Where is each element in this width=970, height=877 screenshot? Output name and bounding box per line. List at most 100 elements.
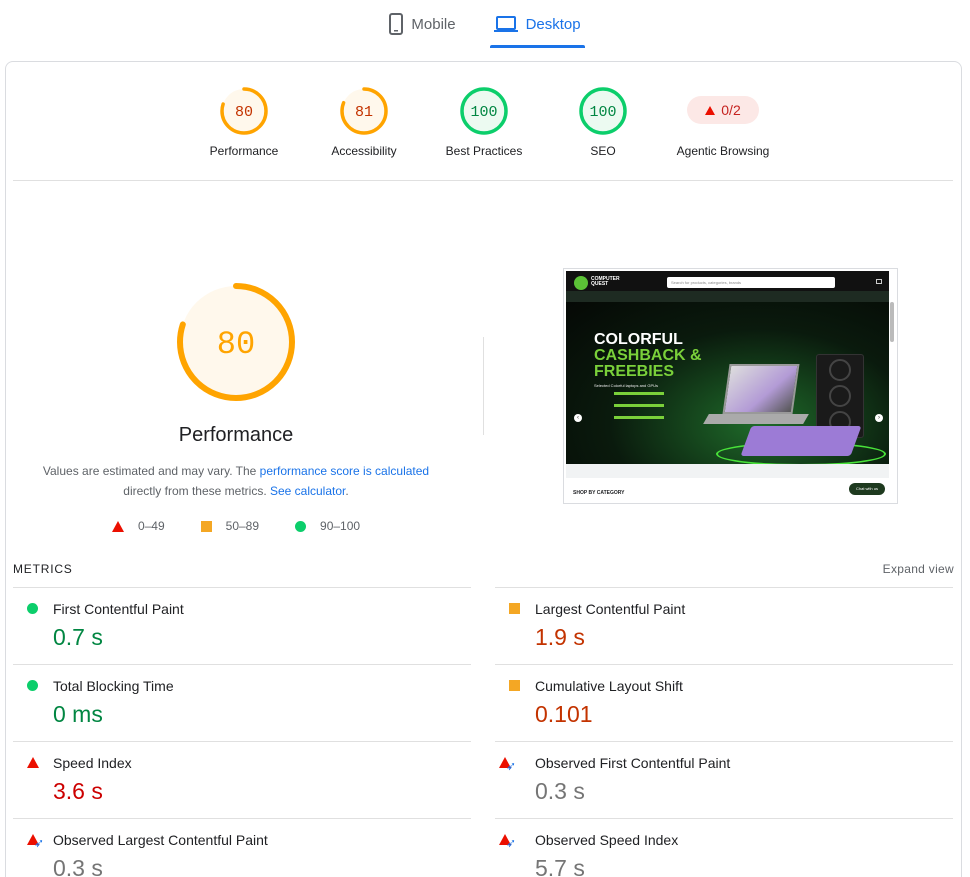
thumb-search: Search for products, categories, brands [667,277,835,288]
metric-value: 0 ms [53,701,103,727]
gauge-performance-label: Performance [209,144,279,158]
desc-text-3: . [345,484,349,498]
final-screenshot[interactable]: COMPUTER QUEST Search for products, categ… [563,268,898,504]
metric-name: Cumulative Layout Shift [535,678,683,694]
gauge-agentic-browsing[interactable]: 0/2 Agentic Browsing [663,86,783,158]
thumb-chat-button: Chat with us [849,483,885,495]
metric-name: Speed Index [53,755,132,771]
metrics-header: METRICS Expand view [13,562,954,584]
metric-speed-index: Speed Index 3.6 s [13,741,471,818]
metrics-title: METRICS [13,562,73,576]
thumb-scrollbar [890,302,894,342]
average-square-icon [509,680,520,691]
thumb-nav: Laptops Desktops Monitors Gaming Printer… [566,291,889,322]
thumb-shop-category: SHOP BY CATEGORY [573,490,625,496]
expand-view-toggle[interactable]: Expand view [882,562,954,576]
performance-title: Performance [178,424,294,446]
desc-text-1: Values are estimated and may vary. The [42,464,260,478]
legend-average-range: 50–89 [225,519,260,533]
gauge-best-practices-label: Best Practices [445,144,523,158]
gauge-seo-ring: 100 [579,87,627,135]
legend-fail: 0–49 [111,519,165,533]
metric-value: 0.3 s [53,855,103,877]
thumb-logo-icon [574,276,588,290]
pass-circle-icon [27,680,38,691]
gauge-accessibility[interactable]: 81 Accessibility [304,86,424,158]
gauge-best-practices-ring: 100 [460,87,508,135]
metric-name: Observed First Contentful Paint [535,755,731,771]
laptop-base-image [703,414,809,424]
gauge-accessibility-ring: 81 [340,87,388,135]
svg-text:81: 81 [355,104,373,121]
svg-text:100: 100 [589,104,616,121]
legend-average: 50–89 [200,519,260,533]
gauge-accessibility-label: Accessibility [331,144,397,158]
tab-mobile-label: Mobile [411,15,456,33]
metric-cls: Cumulative Layout Shift 0.101 [495,664,953,741]
observed-rocket-icon: ➶ [27,834,49,850]
metric-tbt: Total Blocking Time 0 ms [13,664,471,741]
performance-score-link[interactable]: performance score is calculated [259,464,430,478]
metric-fcp: First Contentful Paint 0.7 s [13,587,471,664]
hero-promo-lines [594,392,684,428]
legend-fail-range: 0–49 [137,519,165,533]
desc-text-2: directly from these metrics. [123,484,270,498]
tab-desktop[interactable]: Desktop [489,0,585,48]
performance-description: Values are estimated and may vary. The p… [26,461,446,501]
metric-value: 5.7 s [535,855,585,877]
metric-name: First Contentful Paint [53,601,184,617]
metric-observed-fcp: ➶ Observed First Contentful Paint 0.3 s [495,741,953,818]
gauge-seo[interactable]: 100 SEO [543,86,663,158]
score-summary: 80 Performance 81 Accessibility 100 Best… [6,86,961,186]
metric-observed-speed-index: ➶ Observed Speed Index 5.7 s [495,818,953,877]
circle-icon [295,520,307,532]
thumb-header: COMPUTER QUEST Search for products, categ… [566,271,889,291]
legend-pass-range: 90–100 [320,519,361,533]
fail-triangle-icon [705,105,716,115]
tab-mobile[interactable]: Mobile [385,0,459,48]
thumb-hero: COLORFUL CASHBACK & FREEBIES Selected Co… [566,302,889,466]
metric-value: 0.3 s [535,778,585,804]
see-calculator-link[interactable]: See calculator [269,484,346,498]
metric-lcp: Largest Contentful Paint 1.9 s [495,587,953,664]
gauge-performance[interactable]: 80 Performance [184,86,304,158]
metric-value: 3.6 s [53,778,103,804]
svg-text:100: 100 [470,104,497,121]
performance-detail: 80 Performance Values are estimated and … [26,280,446,533]
thumb-logo-text: COMPUTER QUEST [591,276,620,287]
device-tabs: Mobile Desktop [0,0,970,56]
pass-circle-icon [27,603,38,614]
vertical-divider [483,337,484,435]
metric-name: Largest Contentful Paint [535,601,686,617]
fail-triangle-icon [27,757,39,768]
average-square-icon [509,603,520,614]
tab-desktop-label: Desktop [525,15,581,33]
hero-line-2: CASHBACK & [594,347,702,364]
hero-line-3: FREEBIES [594,363,675,380]
metric-observed-lcp: ➶ Observed Largest Contentful Paint 0.3 … [13,818,471,877]
metric-name: Total Blocking Time [53,678,174,694]
gauge-best-practices[interactable]: 100 Best Practices [424,86,544,158]
triangle-icon [111,520,124,532]
thumb-cart-icon [876,279,882,284]
svg-text:80: 80 [235,104,253,121]
laptop-image [722,364,800,414]
metric-name: Observed Speed Index [535,832,679,848]
hero-subtitle: Selected Colorful laptops and GPUs [594,383,659,388]
gauge-agentic-browsing-label: Agentic Browsing [676,144,770,158]
gauge-seo-label: SEO [590,144,616,158]
metric-value: 1.9 s [535,624,585,650]
score-legend: 0–49 50–89 90–100 [26,519,446,533]
carousel-next-icon: › [875,414,883,422]
hero-line-1: COLORFUL [594,331,683,348]
observed-rocket-icon: ➶ [499,757,521,773]
observed-rocket-icon: ➶ [499,834,521,850]
legend-pass: 90–100 [295,519,360,533]
laptop-icon [493,15,518,33]
report-card: 80 Performance 81 Accessibility 100 Best… [5,61,962,877]
agentic-browsing-value: 0/2 [721,102,741,118]
agentic-browsing-badge: 0/2 [687,96,759,124]
keyboard-image [740,426,862,456]
svg-text:80: 80 [217,326,255,363]
square-icon [200,520,212,532]
